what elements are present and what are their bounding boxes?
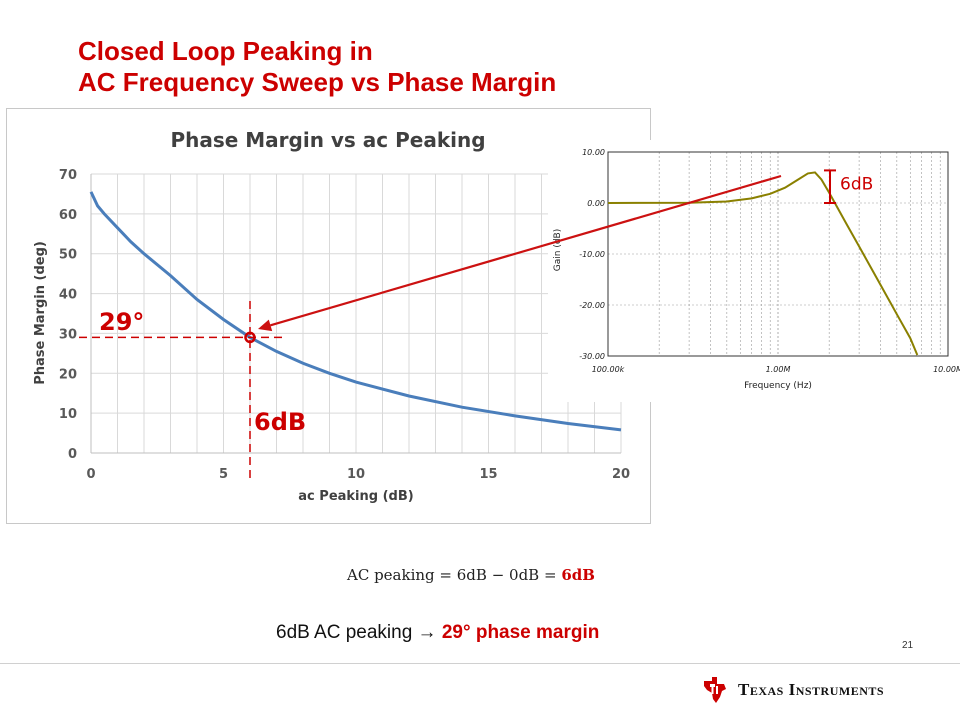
caption: 6dB AC peaking → 29° phase margin — [276, 622, 599, 644]
formula-prefix: AC peaking = 6dB − 0dB = — [347, 566, 562, 584]
series-line — [607, 171, 919, 356]
x-tick-label: 100.00k — [592, 365, 625, 374]
y-tick-label: 20 — [59, 367, 77, 382]
x-axis-label: ac Peaking (dB) — [298, 489, 413, 504]
y-axis-label: Phase Margin (deg) — [33, 241, 48, 385]
y-tick-label: -30.00 — [579, 352, 605, 361]
gain-frequency-chart-svg: 10.00 0.00 -10.00 -20.00 -30.00 100.00k 1.00M 1… — [553, 148, 960, 391]
y-tick-label: 50 — [59, 248, 77, 263]
x-tick-label: 10 — [347, 467, 365, 482]
inset-peak-label: 6dB — [840, 174, 873, 194]
y-tick-label: 60 — [59, 208, 77, 223]
ti-state-icon — [704, 677, 726, 703]
ti-wordmark: Texas Instruments — [738, 680, 885, 699]
highlight-point — [244, 331, 256, 344]
y-tick-label: 10.00 — [582, 148, 605, 157]
slide-title: Closed Loop Peaking in AC Frequency Swee… — [78, 36, 556, 98]
peak-label: 6dB — [254, 408, 306, 436]
ti-logo: Texas Instruments — [700, 675, 884, 705]
peaking-formula: AC peaking = 6dB − 0dB = 6dB — [347, 566, 595, 584]
slide-title-line1: Closed Loop Peaking in — [78, 36, 373, 66]
y-tick-label: 70 — [59, 168, 77, 183]
slide-title-line2: AC Frequency Sweep vs Phase Margin — [78, 67, 557, 97]
caption-highlight: 29° phase margin — [441, 622, 600, 643]
x-tick-label: 5 — [219, 467, 228, 482]
y-tick-label: 10 — [59, 407, 77, 422]
x-axis-label: Frequency (Hz) — [744, 381, 812, 391]
y-tick-label: 40 — [59, 288, 77, 303]
x-tick-label: 1.00M — [766, 365, 791, 374]
y-tick-label: -10.00 — [579, 250, 605, 259]
y-axis-label: Gain (dB) — [553, 229, 563, 271]
x-tick-label: 10.00M — [933, 365, 960, 374]
x-tick-label: 0 — [86, 467, 95, 482]
y-tick-label: 30 — [59, 327, 77, 342]
chart-title: Phase Margin vs ac Peaking — [170, 128, 485, 152]
pm-label: 29° — [99, 308, 144, 336]
footer-bar — [0, 663, 960, 721]
caption-prefix: 6dB AC peaking — [276, 622, 418, 643]
y-tick-label: 0.00 — [587, 199, 605, 208]
arrow-right-icon: → — [417, 622, 437, 643]
page-number: 21 — [902, 640, 914, 651]
y-tick-label: 0 — [68, 447, 77, 462]
y-tick-label: -20.00 — [579, 301, 605, 310]
formula-result: 6dB — [561, 566, 595, 584]
x-tick-label: 15 — [479, 467, 497, 482]
gain-frequency-chart: 10.00 0.00 -10.00 -20.00 -30.00 100.00k 1.00M 1… — [548, 140, 960, 402]
x-tick-label: 20 — [612, 467, 630, 482]
